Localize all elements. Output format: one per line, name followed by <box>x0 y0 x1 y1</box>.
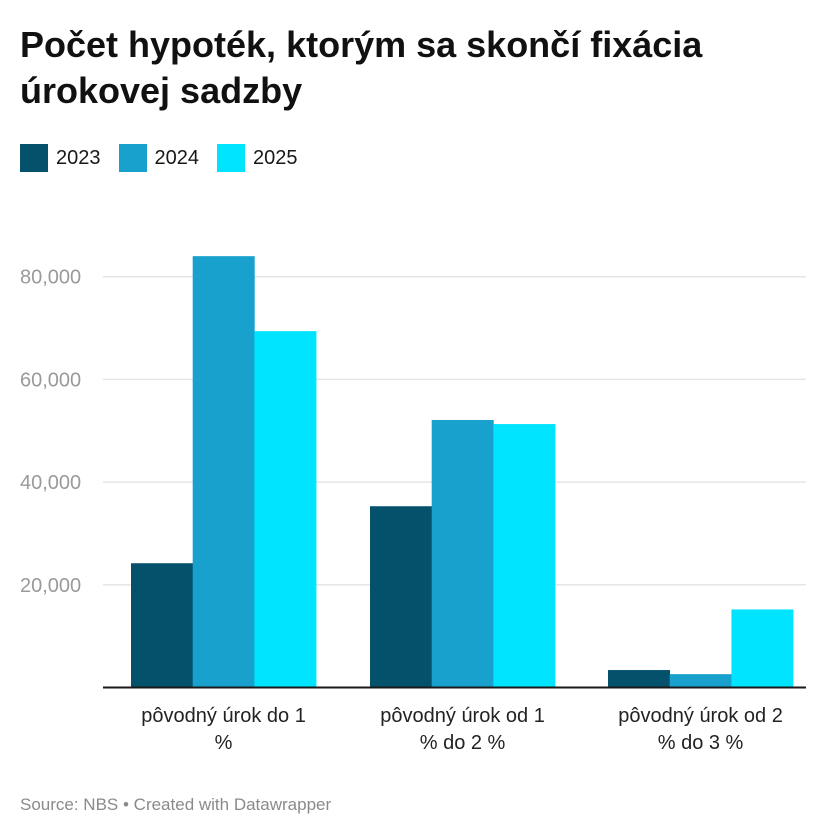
bar-2025-1 <box>254 331 317 688</box>
bar-2023-2 <box>370 506 432 688</box>
bar-2025-2 <box>493 424 556 688</box>
bar-2024-3 <box>669 674 732 688</box>
bar-2025-3 <box>731 609 794 688</box>
y-tick-label: 40,000 <box>20 472 81 494</box>
bar-2023-1 <box>131 563 193 688</box>
legend-swatch <box>20 144 48 172</box>
y-tick-label: 20,000 <box>20 575 81 597</box>
bar-2023-3 <box>608 670 670 688</box>
legend-label: 2023 <box>56 146 101 169</box>
x-tick-label: pôvodný úrok od 2 <box>618 705 783 727</box>
x-tick-label: % do 2 % <box>420 732 506 754</box>
legend-item-2025: 2025 <box>217 144 298 172</box>
x-tick-label: % do 3 % <box>658 732 744 754</box>
legend-swatch <box>118 144 147 172</box>
legend-item-2023: 2023 <box>20 144 101 172</box>
legend-label: 2025 <box>253 146 298 169</box>
legend: 2023 2024 2025 <box>20 144 298 172</box>
legend-label: 2024 <box>154 146 200 169</box>
legend-item-2024: 2024 <box>118 144 200 172</box>
bar-2024-1 <box>192 256 255 688</box>
bar-2024-2 <box>431 419 494 688</box>
footer-source: Source: NBS • Created with Datawrapper <box>20 795 332 814</box>
y-tick-label: 60,000 <box>20 369 81 391</box>
x-tick-label: pôvodný úrok od 1 <box>380 705 545 727</box>
x-tick-label: pôvodný úrok do 1 <box>141 705 306 727</box>
y-tick-label: 80,000 <box>20 267 81 289</box>
chart-title: Počet hypoték, ktorým sa skončí fixácia … <box>20 24 703 111</box>
legend-swatch <box>217 144 245 172</box>
x-tick-label: % <box>215 732 233 754</box>
